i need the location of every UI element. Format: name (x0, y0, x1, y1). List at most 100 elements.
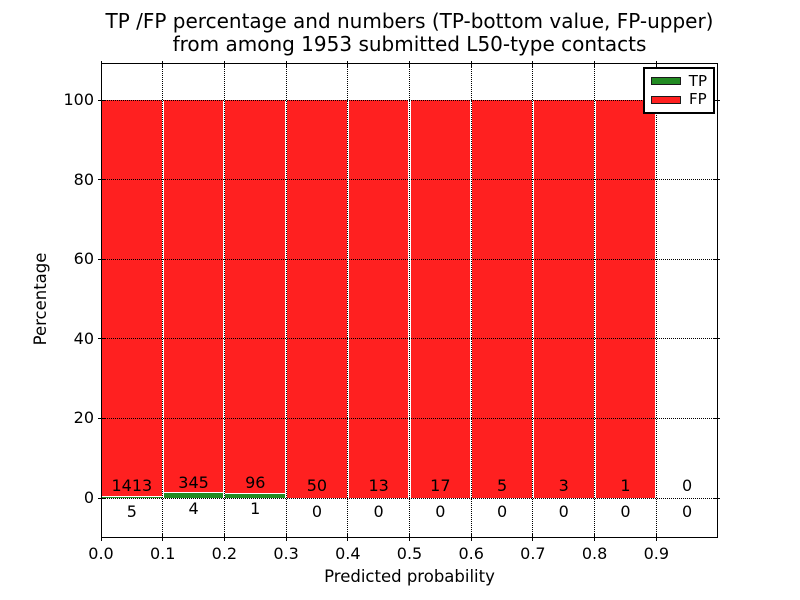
legend: TP FP (643, 67, 715, 114)
tp-count-label: 1 (250, 499, 261, 518)
gridline-vertical (594, 63, 596, 538)
x-tick-mark (655, 534, 657, 541)
fp-bar (595, 100, 656, 498)
fp-bar (410, 100, 471, 498)
fp-bar (533, 100, 594, 498)
gridline-horizontal (101, 417, 718, 419)
y-tick-mark (98, 99, 105, 101)
x-tick-mark (409, 534, 410, 541)
y-tick-mark (98, 417, 105, 419)
legend-label: FP (689, 90, 707, 109)
gridline-vertical (223, 63, 225, 538)
x-tick-label: 0.9 (643, 544, 670, 563)
y-tick-mark (98, 497, 105, 499)
fp-bar (102, 100, 162, 497)
gridline-horizontal (101, 258, 718, 260)
x-tick-mark (532, 534, 534, 541)
tp-bar (102, 496, 162, 498)
x-tick-label: 0.3 (273, 544, 299, 563)
x-tick-label: 0.6 (458, 544, 484, 563)
x-tick-mark (347, 534, 349, 541)
x-tick-mark-top (285, 61, 287, 67)
tp-bar (225, 493, 286, 498)
y-tick-label: 20 (73, 408, 94, 428)
x-tick-mark (470, 534, 472, 541)
tp-count-label: 0 (435, 502, 446, 521)
fp-count-label: 3 (558, 476, 569, 495)
tp-count-label: 0 (373, 502, 384, 521)
chart-title: TP /FP percentage and numbers (TP-bottom… (101, 10, 718, 56)
x-tick-label: 0.0 (88, 544, 114, 563)
x-tick-mark-top (409, 61, 410, 67)
y-axis-label: Percentage (31, 252, 50, 346)
gridline-vertical (162, 63, 164, 538)
y-tick-mark (98, 338, 105, 340)
y-tick-mark-right (714, 338, 720, 340)
gridline-vertical (285, 63, 287, 538)
fp-count-label: 50 (306, 476, 328, 495)
fp-count-label: 17 (430, 476, 451, 495)
chart-title-line2: from among 1953 submitted L50-type conta… (172, 32, 647, 56)
gridline-horizontal (101, 99, 718, 101)
x-tick-label: 0.5 (396, 544, 423, 563)
y-tick-mark-right (714, 497, 720, 499)
x-tick-label: 0.7 (520, 544, 546, 563)
gridline-horizontal (101, 497, 718, 499)
x-tick-mark (594, 534, 596, 541)
x-tick-mark (100, 534, 102, 541)
chart-title-line1: TP /FP percentage and numbers (TP-bottom… (105, 9, 714, 33)
x-tick-mark (162, 534, 164, 541)
fp-count-label: 1413 (111, 476, 153, 495)
x-tick-label: 0.4 (335, 544, 361, 563)
gridline-horizontal (101, 179, 718, 181)
legend-entry-fp: FP (651, 92, 707, 107)
fp-count-label: 5 (496, 476, 508, 495)
y-tick-mark (98, 179, 105, 181)
tp-count-label: 0 (558, 502, 569, 521)
legend-entry-tp: TP (651, 71, 707, 90)
tp-count-label: 0 (496, 502, 508, 521)
fp-bar (348, 100, 409, 498)
tp-count-label: 0 (682, 502, 693, 521)
legend-swatch-fp (651, 95, 681, 104)
fp-bar (472, 100, 532, 498)
x-axis-label: Predicted probability (324, 567, 495, 586)
fp-bar (287, 100, 347, 498)
x-tick-mark-top (470, 61, 472, 67)
fp-count-label: 0 (682, 476, 693, 495)
gridline-vertical (409, 63, 410, 538)
tp-bar (163, 493, 224, 498)
x-tick-label: 0.8 (581, 544, 608, 563)
x-tick-mark-top (162, 61, 164, 67)
x-tick-mark-top (223, 61, 225, 67)
tp-count-label: 5 (126, 502, 137, 521)
x-tick-mark-top (594, 61, 596, 67)
x-tick-label: 0.2 (211, 544, 238, 563)
fp-bar (225, 100, 286, 494)
legend-label: TP (688, 71, 707, 90)
tp-count-label: 4 (188, 499, 199, 518)
fp-count-label: 13 (368, 476, 389, 495)
y-tick-label: 40 (73, 328, 94, 348)
x-tick-label: 0.1 (149, 544, 176, 563)
gridline-vertical (532, 63, 534, 538)
gridline-vertical (470, 63, 472, 538)
gridline-vertical (655, 63, 657, 538)
x-tick-mark-top (532, 61, 534, 67)
x-tick-mark-top (100, 61, 102, 67)
y-tick-mark-right (714, 179, 720, 181)
y-tick-label: 0 (83, 488, 94, 507)
y-tick-label: 100 (63, 90, 94, 109)
gridline-vertical (347, 63, 349, 538)
fp-count-label: 345 (178, 473, 209, 492)
legend-swatch-tp (651, 77, 681, 86)
fp-count-label: 96 (245, 473, 266, 492)
x-tick-mark-top (347, 61, 349, 67)
x-tick-mark-top (655, 61, 657, 67)
x-tick-mark (223, 534, 225, 541)
fp-count-label: 1 (620, 476, 631, 495)
y-tick-label: 60 (73, 249, 94, 269)
gridline-horizontal (101, 338, 718, 340)
y-tick-mark-right (714, 417, 720, 419)
